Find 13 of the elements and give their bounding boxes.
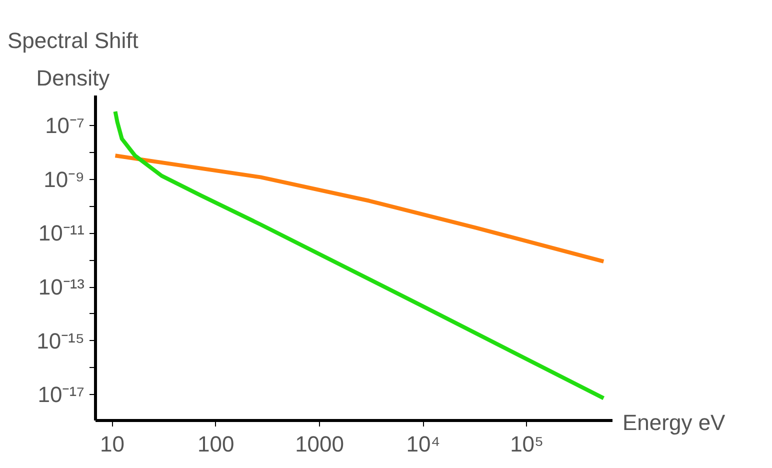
y-tick-label: 10⁻¹¹ [38, 220, 84, 246]
y-tick-label: 10⁻¹³ [38, 274, 84, 300]
x-axis-title: Energy eV [622, 410, 726, 435]
x-tick-label: 10⁴ [406, 432, 440, 456]
y-tick-label: 10⁻⁹ [44, 166, 85, 192]
y-tick-label: 10⁻¹⁵ [36, 328, 85, 354]
y-axis-title: Spectral Shift Density [8, 28, 138, 90]
x-tick-label: 100 [198, 432, 234, 456]
x-tick-label: 1000 [295, 432, 344, 456]
x-tick-label: 10 [100, 432, 124, 456]
y-tick-label: 10⁻¹⁷ [38, 382, 85, 408]
y-tick-label: 10⁻⁷ [45, 112, 85, 138]
x-tick-label: 10⁵ [510, 432, 544, 456]
